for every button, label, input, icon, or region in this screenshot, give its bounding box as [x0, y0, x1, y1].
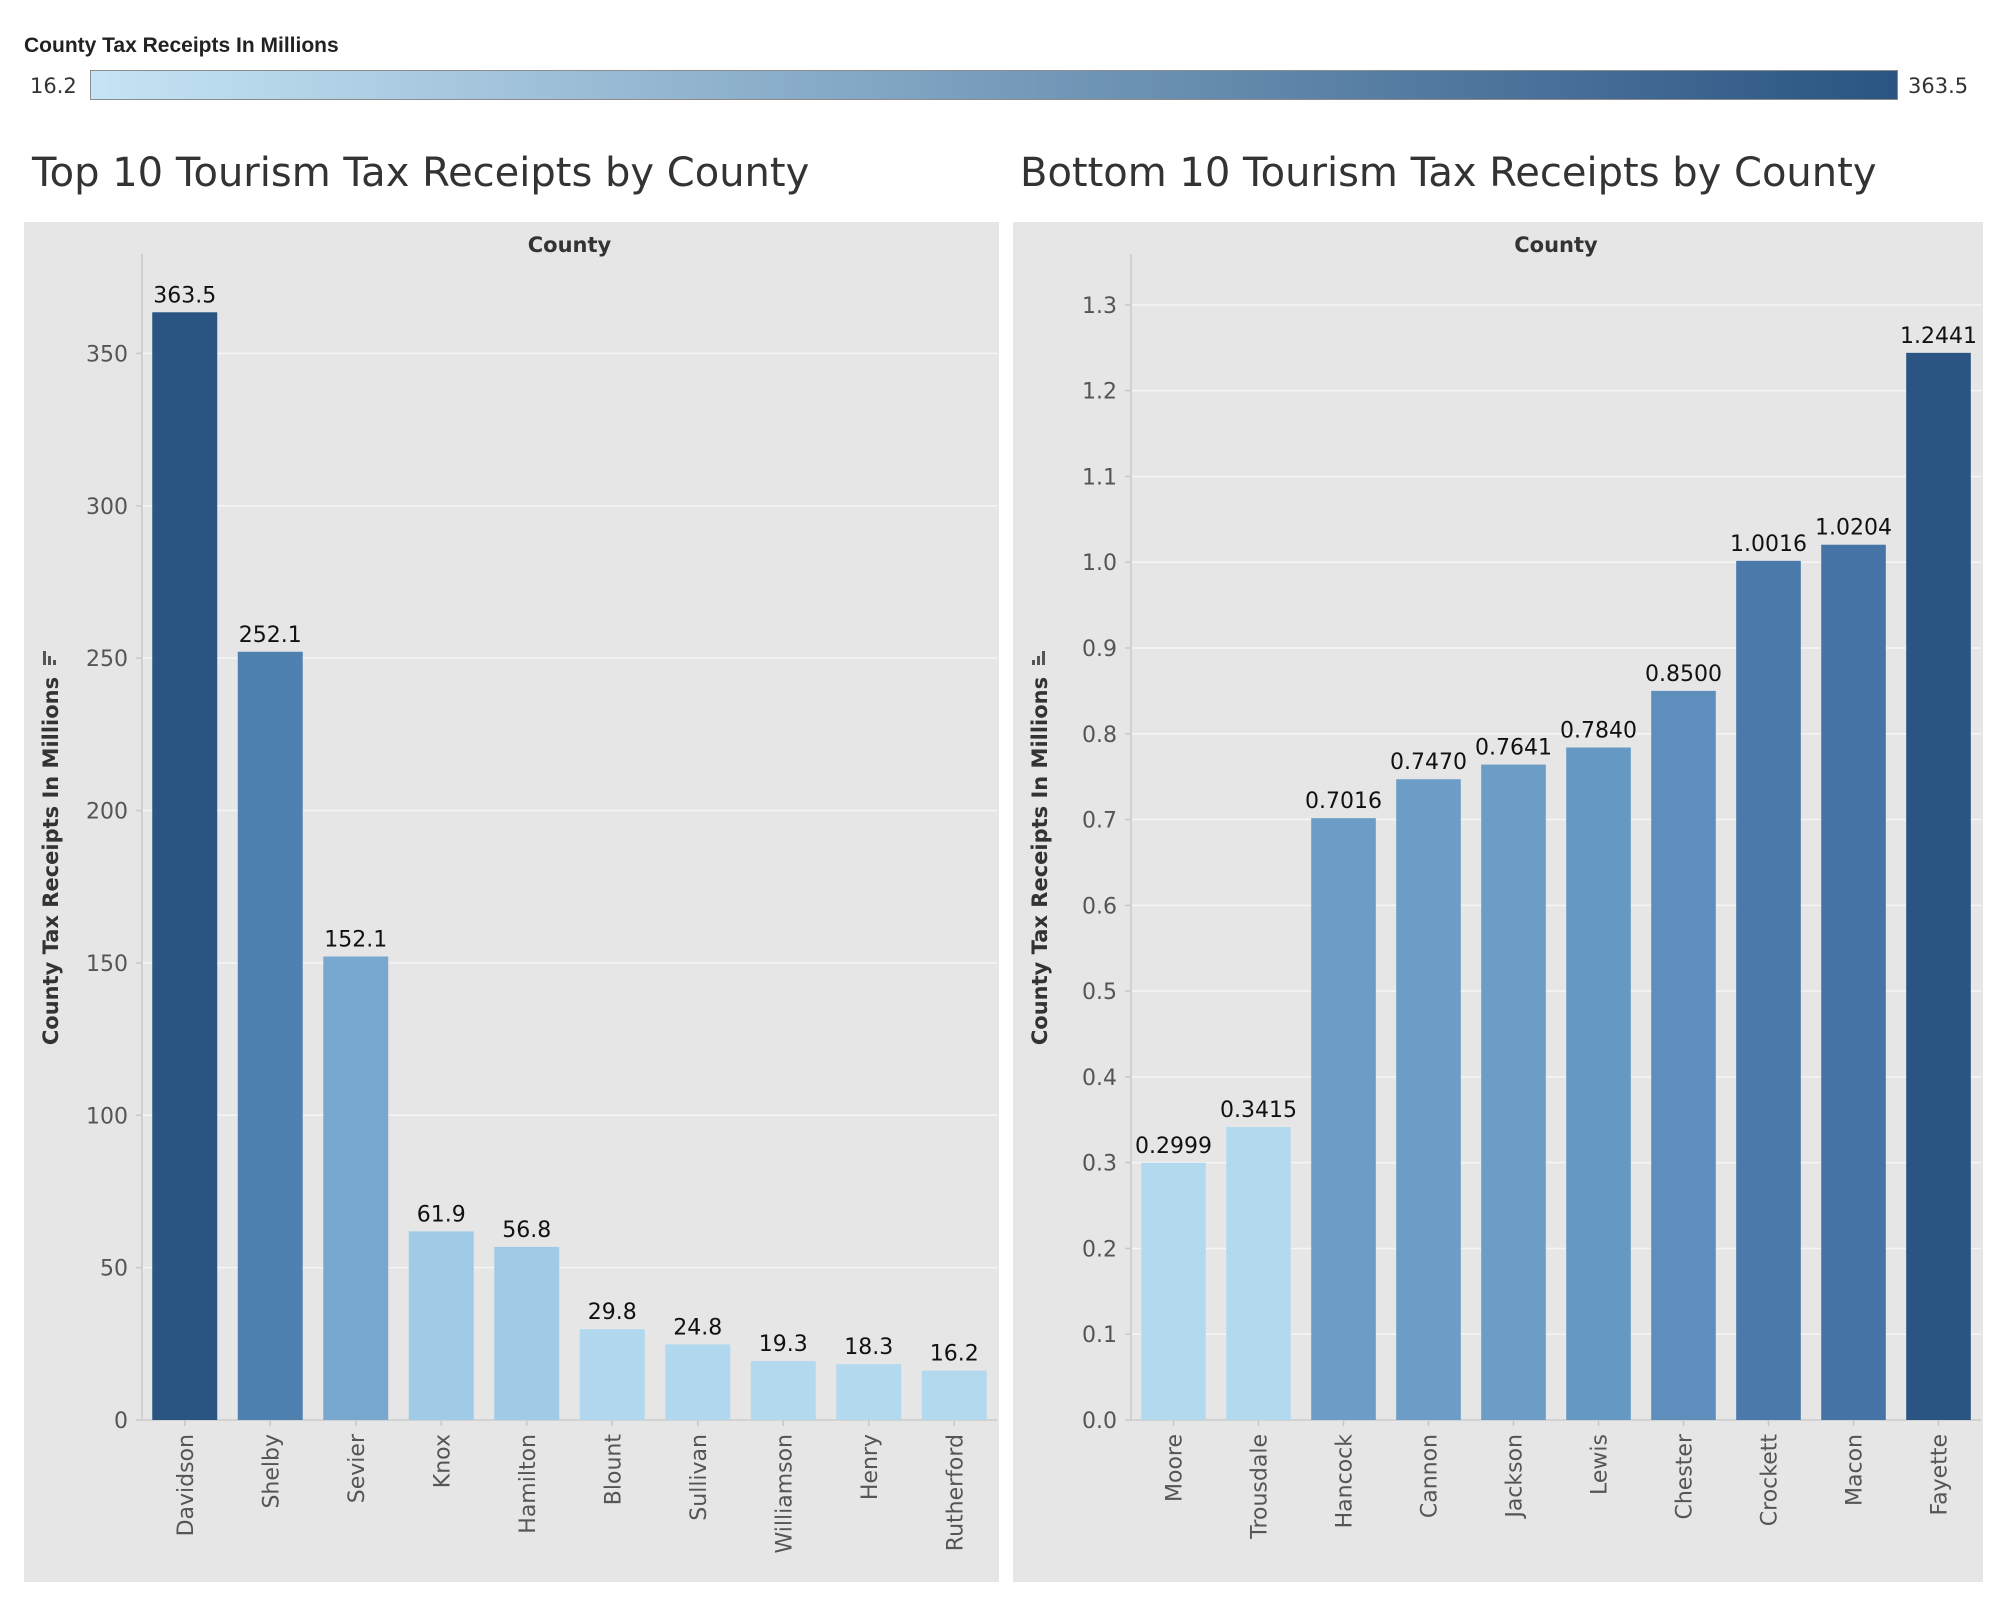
bottom10-data-label: 0.3415: [1220, 1098, 1297, 1123]
bottom10-y-tick-label: 0.4: [1082, 1066, 1117, 1091]
top10-data-label: 16.2: [930, 1342, 979, 1367]
top10-category-label: Rutherford: [943, 1434, 968, 1551]
legend-title: County Tax Receipts In Millions: [24, 34, 339, 57]
bottom10-bar-moore[interactable]: [1141, 1162, 1206, 1420]
top10-y-tick-label: 150: [86, 952, 128, 977]
top10-category-label: Sullivan: [687, 1434, 712, 1521]
legend-min-label: 16.2: [30, 74, 77, 98]
top10-category-label: Blount: [601, 1434, 626, 1506]
bottom10-category-label: Lewis: [1588, 1434, 1613, 1495]
bottom10-y-tick-label: 0.0: [1082, 1409, 1117, 1434]
bottom10-bar-chart: County 0.0 0.1 0.2 0.3 0.4 0.5 0.6 0.7 0.8 0.9 1.0 1…: [1013, 222, 1983, 1582]
legend-max-label: 363.5: [1908, 74, 1969, 98]
bottom10-column-header: County: [1514, 233, 1598, 257]
top10-category-label: Henry: [858, 1434, 883, 1500]
bottom10-y-tick-label: 0.1: [1082, 1323, 1117, 1348]
top10-y-tick-label: 300: [86, 495, 128, 520]
top10-data-label: 252.1: [239, 623, 302, 648]
top10-category-label: Hamilton: [516, 1434, 541, 1534]
top10-data-label: 152.1: [324, 927, 387, 952]
bottom10-data-label: 1.0204: [1815, 516, 1892, 541]
bottom10-data-label: 0.2999: [1135, 1134, 1212, 1159]
top10-data-label: 19.3: [759, 1332, 808, 1357]
top10-data-label: 24.8: [673, 1315, 722, 1340]
bottom10-category-label: Macon: [1843, 1434, 1868, 1506]
top10-bar-henry[interactable]: [836, 1364, 902, 1420]
bottom10-y-axis-label: County Tax Receipts In Millions: [1028, 677, 1052, 1045]
bottom10-y-tick-label: 0.2: [1082, 1237, 1117, 1262]
legend-color-ramp: [90, 70, 1898, 100]
bottom10-category-label: Moore: [1163, 1434, 1188, 1502]
top10-chart-title: Top 10 Tourism Tax Receipts by County: [32, 150, 810, 196]
top10-y-tick-label: 100: [86, 1104, 128, 1129]
bottom10-data-label: 0.7016: [1305, 789, 1382, 814]
bottom10-bar-chester[interactable]: [1651, 690, 1716, 1420]
bottom10-bar-fayette[interactable]: [1906, 352, 1971, 1421]
bottom10-bar-lewis[interactable]: [1566, 747, 1631, 1420]
top10-bar-sevier[interactable]: [323, 956, 389, 1420]
bottom10-chart-title: Bottom 10 Tourism Tax Receipts by County: [1020, 150, 1877, 196]
bottom10-category-label: Crockett: [1758, 1434, 1783, 1527]
top10-bar-knox[interactable]: [408, 1231, 474, 1420]
bottom10-data-label: 1.0016: [1730, 532, 1807, 557]
bottom10-data-label: 0.7470: [1390, 750, 1467, 775]
bottom10-y-tick-label: 0.7: [1082, 809, 1117, 834]
bottom10-category-label: Chester: [1673, 1433, 1698, 1519]
bottom10-data-label: 0.7641: [1475, 736, 1552, 761]
bottom10-y-tick-label: 1.2: [1082, 380, 1117, 405]
bottom10-y-tick-label: 0.6: [1082, 894, 1117, 919]
top10-category-label: Davidson: [174, 1434, 199, 1536]
bottom10-bar-trousdale[interactable]: [1226, 1127, 1291, 1420]
top10-bar-sullivan[interactable]: [665, 1344, 731, 1420]
bottom10-data-label: 0.8500: [1645, 662, 1722, 687]
top10-bar-chart: County 0 50 100 150 200 250 300 350 County Tax Re…: [24, 222, 999, 1582]
bottom10-bar-cannon[interactable]: [1396, 779, 1461, 1420]
top10-bar-blount[interactable]: [579, 1329, 645, 1420]
top10-column-header: County: [528, 233, 612, 257]
bottom10-category-label: Trousdale: [1248, 1434, 1273, 1540]
top10-y-axis-label: County Tax Receipts In Millions: [39, 677, 63, 1045]
top10-data-label: 363.5: [153, 283, 216, 308]
top10-y-tick-label: 250: [86, 647, 128, 672]
bottom10-y-tick-label: 0.3: [1082, 1152, 1117, 1177]
bottom10-bar-hancock[interactable]: [1311, 818, 1376, 1420]
bottom10-category-label: Hancock: [1333, 1434, 1358, 1529]
bottom10-y-tick-label: 0.5: [1082, 980, 1117, 1005]
top10-category-label: Knox: [430, 1434, 455, 1488]
top10-y-tick-label: 200: [86, 800, 128, 825]
top10-y-tick-label: 50: [100, 1257, 128, 1282]
top10-category-label: Sevier: [345, 1433, 370, 1503]
bottom10-y-tick-label: 1.1: [1082, 465, 1117, 490]
top10-y-tick-label: 0: [114, 1409, 128, 1434]
bottom10-category-label: Jackson: [1503, 1434, 1528, 1520]
bottom10-y-tick-label: 0.9: [1082, 637, 1117, 662]
top10-bar-davidson[interactable]: [152, 312, 218, 1420]
bottom10-y-tick-label: 1.0: [1082, 551, 1117, 576]
bottom10-bar-jackson[interactable]: [1481, 764, 1546, 1420]
sort-icon[interactable]: [43, 651, 56, 665]
top10-data-label: 56.8: [502, 1218, 551, 1243]
bottom10-bar-macon[interactable]: [1821, 544, 1886, 1420]
bottom10-y-tick-label: 0.8: [1082, 723, 1117, 748]
top10-category-label: Shelby: [259, 1434, 284, 1509]
top10-data-label: 61.9: [417, 1202, 466, 1227]
bottom10-data-label: 0.7840: [1560, 719, 1637, 744]
bottom10-category-label: Fayette: [1928, 1434, 1953, 1515]
top10-data-label: 29.8: [588, 1300, 637, 1325]
top10-category-label: Williamson: [772, 1434, 797, 1554]
bottom10-data-label: 1.2441: [1900, 324, 1977, 349]
top10-bar-shelby[interactable]: [237, 651, 303, 1420]
bottom10-category-label: Cannon: [1418, 1434, 1443, 1518]
top10-bar-williamson[interactable]: [750, 1361, 816, 1420]
bottom10-y-tick-label: 1.3: [1082, 294, 1117, 319]
top10-bar-hamilton[interactable]: [494, 1246, 560, 1420]
sort-icon[interactable]: [1032, 651, 1045, 665]
top10-y-tick-label: 350: [86, 342, 128, 367]
top10-data-label: 18.3: [844, 1335, 893, 1360]
bottom10-bar-crockett[interactable]: [1736, 560, 1801, 1420]
top10-bar-rutherford[interactable]: [921, 1370, 987, 1420]
